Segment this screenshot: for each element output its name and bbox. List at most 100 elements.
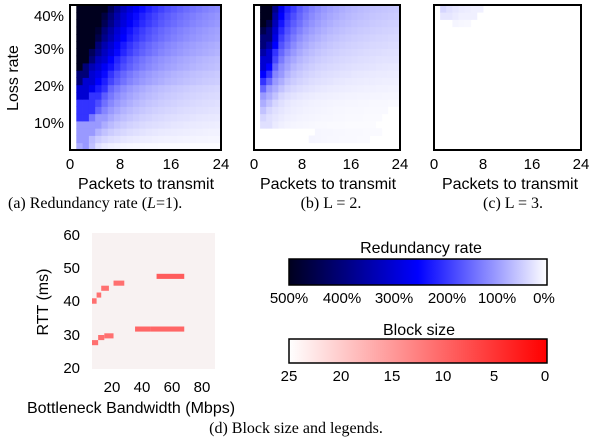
heatmap-cell: [82, 142, 90, 151]
heatmap-cell: [189, 106, 197, 115]
heatmap-cell: [339, 92, 346, 100]
heatmap-cell: [272, 99, 279, 107]
heatmap-cell: [208, 99, 216, 107]
heatmap-cell: [214, 12, 222, 20]
heatmap-cell: [339, 63, 346, 71]
plot-frame-a: [69, 4, 222, 151]
heatmap-cell: [145, 48, 153, 57]
heatmap-cell: [151, 106, 159, 115]
heatmap-cell: [151, 48, 159, 57]
heatmap-cell: [151, 135, 159, 144]
heatmap-cell: [183, 128, 190, 136]
heatmap-cell: [393, 84, 401, 93]
heatmap-cell: [363, 70, 370, 78]
heatmap-cell: [76, 70, 83, 78]
heatmap-cell: [290, 106, 297, 115]
heatmap-cell: [88, 99, 96, 107]
heatmap-cell: [170, 121, 178, 129]
heatmap-cell: [278, 106, 285, 115]
heatmap-cell: [314, 12, 322, 20]
heatmap-cell: [278, 77, 285, 86]
heatmap-cell: [76, 55, 83, 64]
heatmap-cell: [183, 48, 190, 57]
heatmap-cell: [82, 5, 90, 13]
heatmap-cell: [195, 99, 203, 107]
heatmap-cell: [95, 92, 102, 100]
heatmap-cell: [363, 5, 370, 13]
heatmap-cell: [357, 19, 364, 28]
heatmap-cell: [363, 99, 370, 107]
heatmap-cell: [284, 99, 291, 107]
caption-d: (d) Block size and legends.: [209, 420, 383, 437]
tick-label: 80: [194, 379, 211, 396]
heatmap-cell: [195, 70, 203, 78]
heatmap-cell: [393, 19, 401, 28]
heatmap-cell: [387, 99, 395, 107]
heatmap-cell: [308, 12, 316, 20]
heatmap-cell: [260, 99, 267, 107]
heatmap-cell: [266, 12, 273, 20]
heatmap-cell: [170, 99, 178, 107]
heatmap-cell: [126, 113, 134, 122]
heatmap-cell: [339, 26, 346, 35]
heatmap-cell: [120, 113, 128, 122]
heatmap-cell: [170, 113, 178, 122]
block-size-cell: [101, 285, 109, 291]
heatmap-cell: [202, 41, 209, 49]
heatmap-cell: [302, 63, 310, 71]
heatmap-cell: [278, 113, 285, 122]
heatmap-cell: [164, 5, 172, 13]
heatmap-cell: [164, 48, 172, 57]
heatmap-cell: [202, 19, 209, 28]
heatmap-cell: [101, 48, 109, 57]
heatmap-cell: [351, 106, 358, 115]
heatmap-cell: [278, 99, 285, 107]
y-axis-label-d: RTT (ms): [35, 269, 52, 336]
heatmap-cell: [284, 55, 291, 64]
heatmap-cell: [333, 48, 340, 57]
heatmap-cell: [189, 41, 197, 49]
heatmap-b-cells: [260, 5, 401, 144]
heatmap-cell: [132, 92, 140, 100]
heatmap-cell: [195, 34, 203, 42]
heatmap-cell: [151, 92, 159, 100]
tick-label: 30: [63, 327, 80, 344]
heatmap-cell: [320, 128, 328, 136]
heatmap-cell: [176, 26, 184, 35]
heatmap-cell: [260, 41, 267, 49]
heatmap-cell: [266, 84, 273, 93]
heatmap-cell: [339, 5, 346, 13]
heatmap-cell: [260, 77, 267, 86]
heatmap-cell: [88, 55, 96, 64]
heatmap-cell: [387, 63, 395, 71]
heatmap-cell: [266, 19, 273, 28]
heatmap-cell: [164, 121, 172, 129]
heatmap-cell: [132, 12, 140, 20]
heatmap-cell: [381, 19, 389, 28]
heatmap-cell: [351, 34, 358, 42]
heatmap-cell: [120, 84, 128, 93]
tick-label: 16: [524, 156, 541, 173]
heatmap-cell: [145, 26, 153, 35]
heatmap-cell: [363, 63, 370, 71]
heatmap-cell: [375, 34, 383, 42]
heatmap-cell: [202, 63, 209, 71]
heatmap-cell: [302, 92, 310, 100]
tick-label: 200%: [428, 290, 466, 307]
tick-label: 40%: [34, 8, 64, 25]
heatmap-cell: [95, 48, 102, 57]
heatmap-cell: [189, 77, 197, 86]
heatmap-cell: [272, 34, 279, 42]
heatmap-cell: [183, 92, 190, 100]
heatmap-cell: [139, 99, 146, 107]
heatmap-cell: [202, 77, 209, 86]
heatmap-cell: [151, 26, 159, 35]
heatmap-cell: [151, 84, 159, 93]
heatmap-cell: [164, 63, 172, 71]
heatmap-cell: [284, 70, 291, 78]
heatmap-cell: [145, 106, 153, 115]
heatmap-cell: [363, 77, 370, 86]
heatmap-cell: [375, 77, 383, 86]
heatmap-cell: [195, 142, 203, 151]
x-axis-label-d: Bottleneck Bandwidth (Mbps): [27, 400, 235, 417]
